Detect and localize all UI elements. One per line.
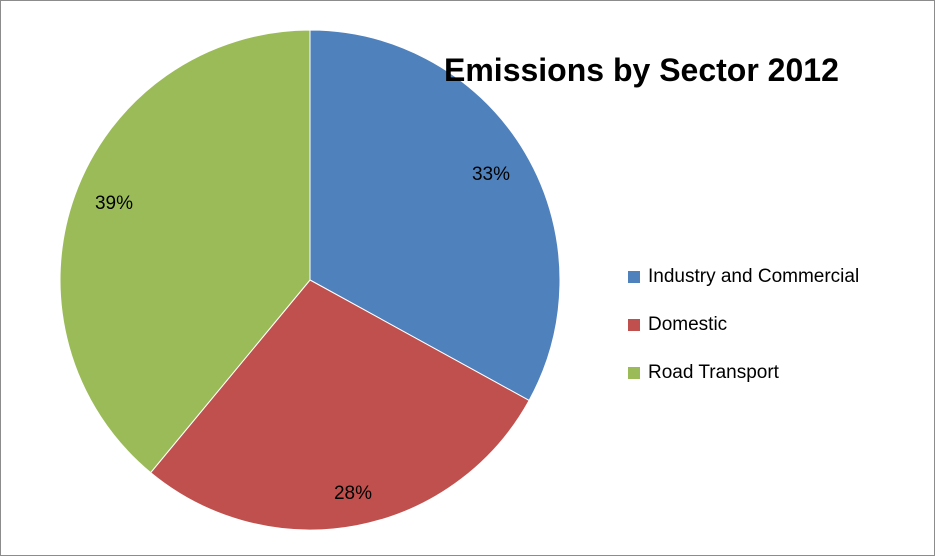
data-label-road-transport: 39%	[95, 193, 133, 214]
pie-slices	[59, 29, 561, 531]
pie-slice-domestic	[149, 279, 530, 531]
legend-label-industry-and-commercial: Industry and Commercial	[648, 266, 859, 287]
legend-swatch-road-transport	[628, 367, 640, 379]
pie-slice-industry-and-commercial	[309, 29, 561, 402]
legend-swatch-domestic	[628, 319, 640, 331]
chart-title: Emissions by Sector 2012	[444, 52, 839, 88]
legend-label-domestic: Domestic	[648, 314, 727, 335]
pie-slice-road-transport	[59, 29, 311, 474]
legend-label-road-transport: Road Transport	[648, 362, 780, 383]
data-labels: 33% 28% 39%	[95, 164, 510, 504]
legend-swatch-industry-and-commercial	[628, 271, 640, 283]
legend: Industry and Commercial Domestic Road Tran…	[628, 266, 859, 383]
data-label-industry-and-commercial: 33%	[472, 164, 510, 185]
data-label-domestic: 28%	[334, 483, 372, 504]
